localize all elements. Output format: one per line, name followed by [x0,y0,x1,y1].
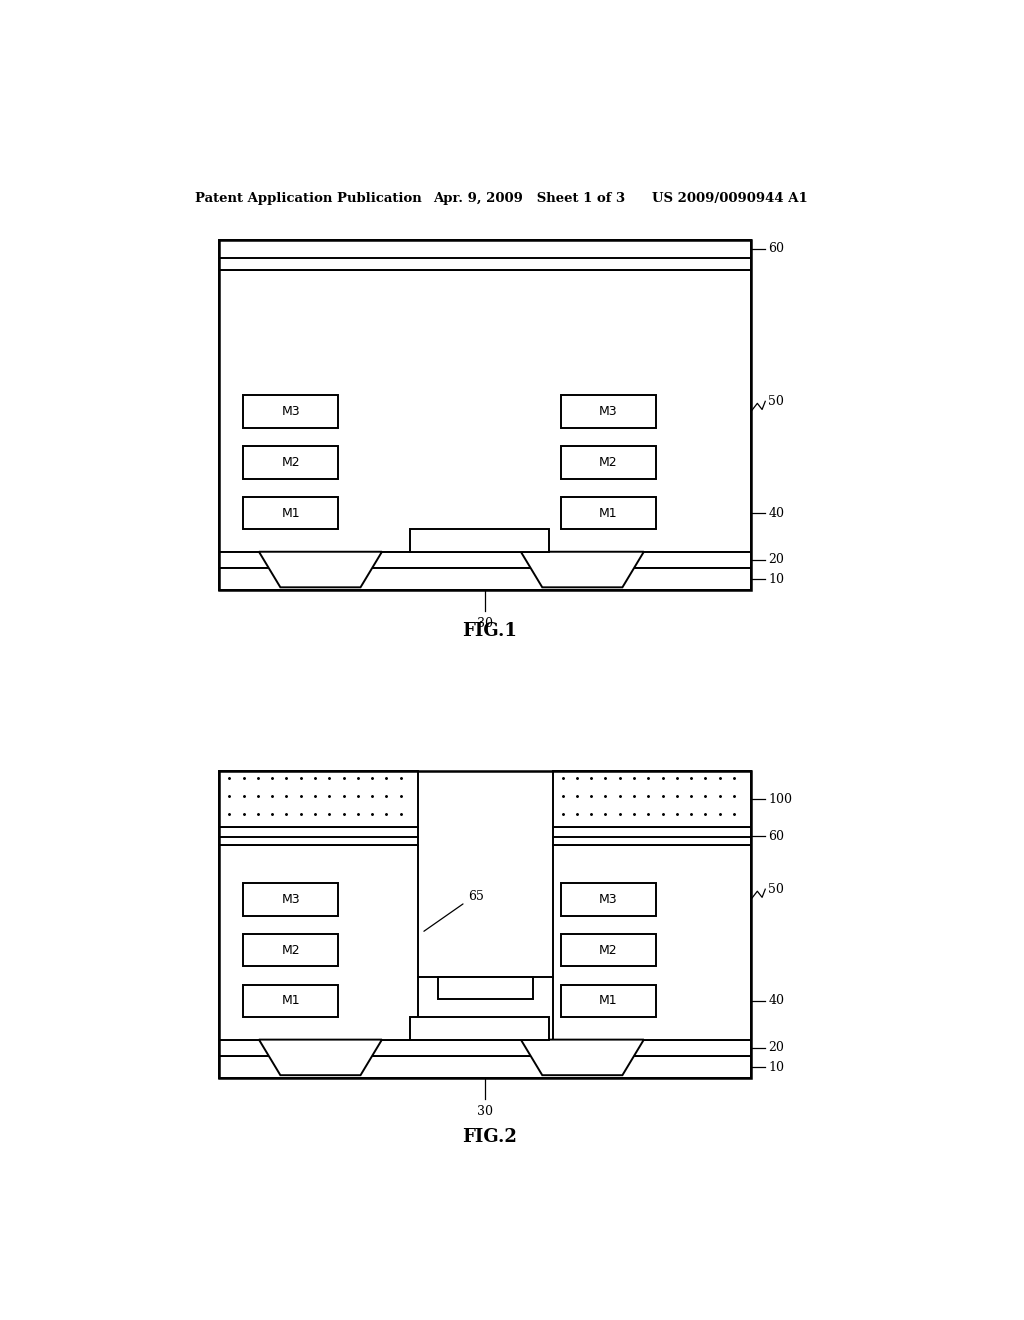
Text: M2: M2 [282,455,300,469]
Text: M1: M1 [282,507,300,520]
Bar [437,977,532,999]
Bar [219,846,418,1040]
Polygon shape [521,552,644,587]
Bar [410,1018,549,1040]
Bar [243,883,338,916]
Text: 60: 60 [768,830,784,843]
Text: M1: M1 [282,994,300,1007]
Bar [243,985,338,1018]
Text: 50: 50 [768,395,784,408]
Text: US 2009/0090944 A1: US 2009/0090944 A1 [652,191,808,205]
Bar [219,552,751,568]
Bar [219,1040,751,1056]
Bar [560,935,655,966]
Bar [553,828,751,846]
Text: M2: M2 [599,944,617,957]
Text: M2: M2 [599,455,617,469]
Text: 100: 100 [768,793,793,805]
Text: 40: 40 [768,507,784,520]
Text: 10: 10 [768,573,784,586]
Text: 20: 20 [768,553,784,566]
Bar [560,446,655,479]
Bar [219,771,751,1078]
Bar [560,395,655,428]
Text: 65: 65 [468,890,483,903]
Text: M3: M3 [282,892,300,906]
Bar [243,395,338,428]
Bar [560,496,655,529]
Text: 20: 20 [768,1041,784,1055]
Polygon shape [259,1040,382,1076]
Polygon shape [259,552,382,587]
Bar [219,828,418,846]
Bar [410,529,549,552]
Polygon shape [521,1040,644,1076]
Text: 10: 10 [768,1060,784,1073]
Text: 50: 50 [768,883,784,896]
Bar [243,496,338,529]
Text: M1: M1 [599,507,617,520]
Bar [553,846,751,1040]
Bar [560,883,655,916]
Bar [219,240,751,590]
Text: 30: 30 [477,616,494,630]
Text: 30: 30 [477,1105,494,1118]
Bar [219,271,751,552]
Bar [560,985,655,1018]
Bar [243,935,338,966]
Text: Patent Application Publication: Patent Application Publication [196,191,422,205]
Text: M3: M3 [599,892,617,906]
Bar [219,568,751,590]
Text: M2: M2 [282,944,300,957]
Text: 40: 40 [768,994,784,1007]
Bar [243,446,338,479]
Bar [219,240,751,271]
Bar [219,771,418,828]
Bar [219,1056,751,1078]
Text: M3: M3 [599,405,617,418]
Text: 60: 60 [768,243,784,255]
Text: M1: M1 [599,994,617,1007]
Text: Apr. 9, 2009   Sheet 1 of 3: Apr. 9, 2009 Sheet 1 of 3 [433,191,626,205]
Text: FIG.1: FIG.1 [462,622,516,640]
Text: FIG.2: FIG.2 [462,1129,516,1146]
Text: M3: M3 [282,405,300,418]
Bar [553,771,751,828]
